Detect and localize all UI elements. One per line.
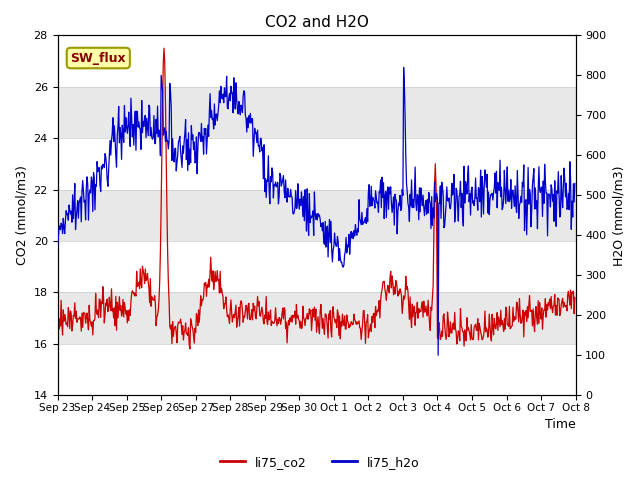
Bar [58, 87, 575, 138]
Bar [58, 292, 575, 344]
Text: SW_flux: SW_flux [70, 51, 126, 64]
X-axis label: Time: Time [545, 419, 575, 432]
Title: CO2 and H2O: CO2 and H2O [264, 15, 369, 30]
Legend: li75_co2, li75_h2o: li75_co2, li75_h2o [215, 451, 425, 474]
Y-axis label: CO2 (mmol/m3): CO2 (mmol/m3) [15, 165, 28, 265]
Y-axis label: H2O (mmol/m3): H2O (mmol/m3) [612, 165, 625, 265]
Bar [58, 190, 575, 241]
